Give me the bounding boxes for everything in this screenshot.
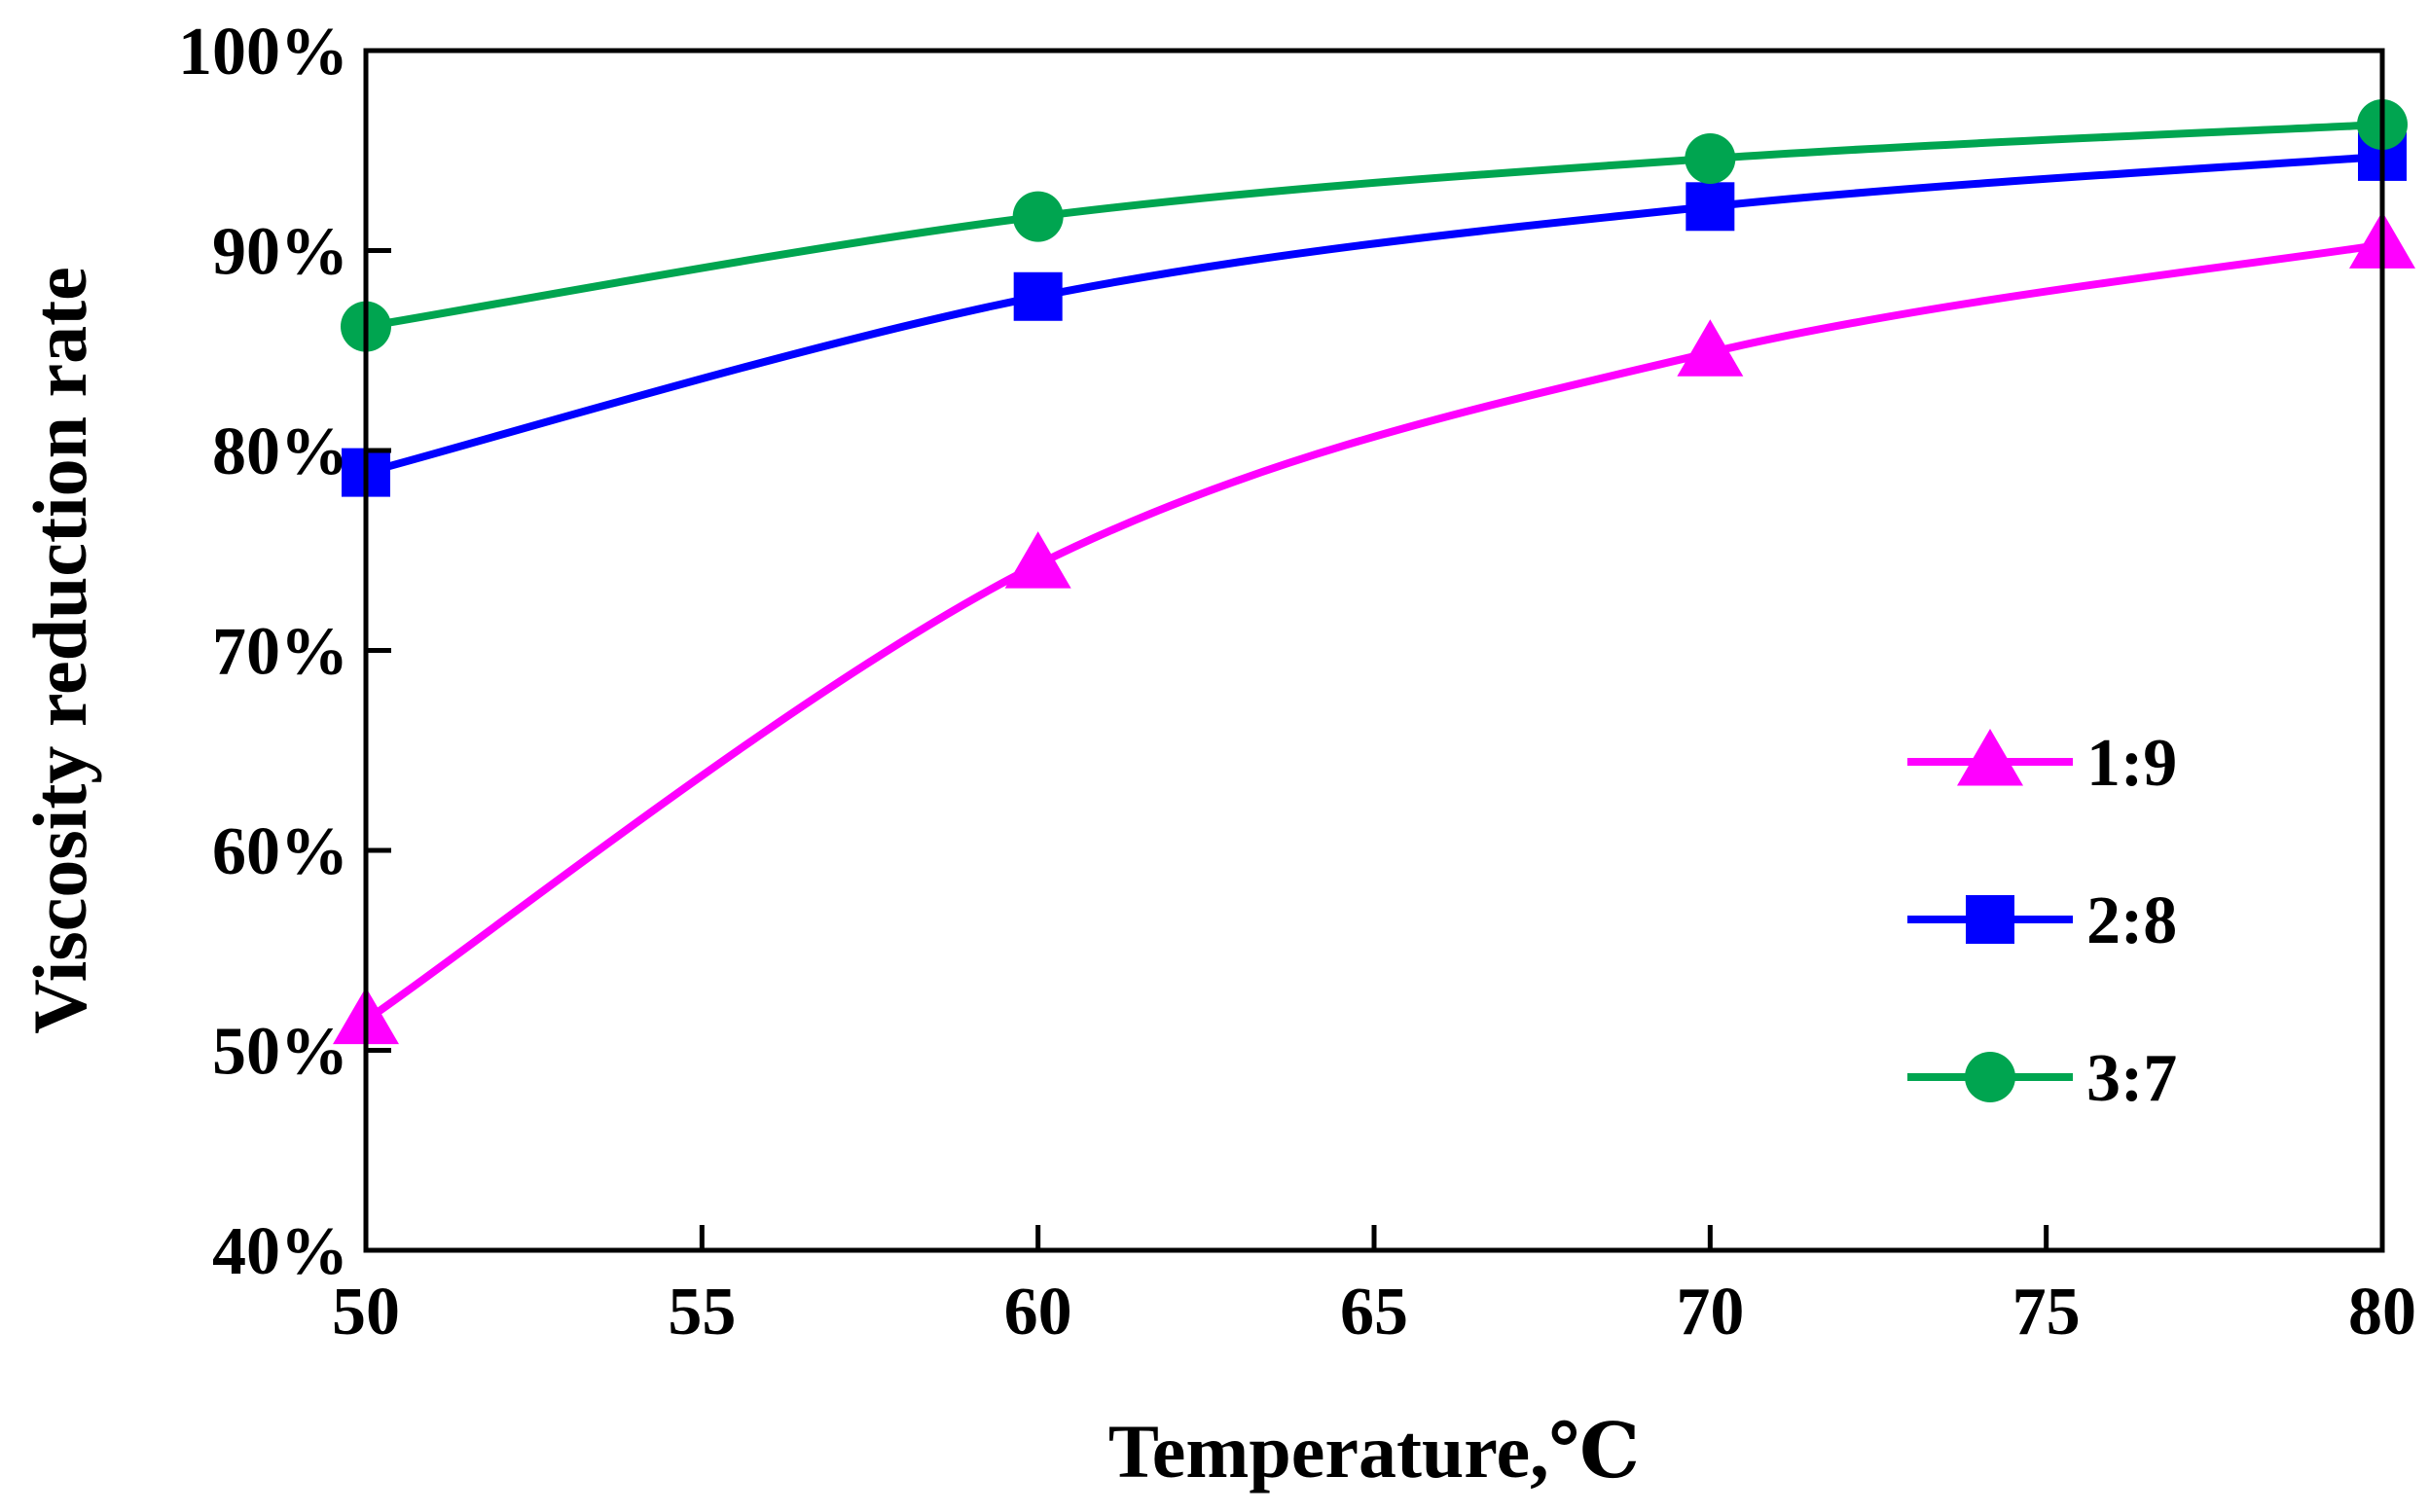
y-tick-label: 90% [212, 215, 348, 290]
data-point [1004, 531, 1071, 589]
series-2-8 [342, 131, 2407, 497]
data-point [1677, 319, 1744, 377]
series-line [364, 152, 2383, 477]
series-line [365, 121, 2383, 331]
legend-marker [1965, 1052, 2015, 1102]
legend-label: 2:8 [2086, 883, 2177, 958]
legend-label: 3:7 [2086, 1041, 2177, 1116]
legend-marker [1966, 895, 2014, 944]
plot-frame [363, 48, 2385, 1253]
series-line [363, 240, 2383, 1024]
x-tick-label: 80 [2348, 1275, 2416, 1350]
x-tick-label: 75 [2012, 1275, 2081, 1350]
x-tick-label: 50 [332, 1275, 400, 1350]
y-tick-label: 60% [212, 814, 348, 889]
y-tick-label: 40% [212, 1214, 348, 1289]
x-tick-label: 70 [1676, 1275, 1744, 1350]
data-point [1685, 132, 1736, 184]
series-3-7 [341, 99, 2408, 352]
y-tick-label: 100% [178, 15, 348, 90]
legend-marker [1957, 729, 2023, 786]
legend-entry: 2:8 [1907, 883, 2177, 958]
x-axis-title: Temperature,℃ [1108, 1409, 1640, 1494]
y-tick-label: 70% [212, 615, 348, 690]
y-tick-label: 80% [212, 414, 348, 489]
legend-label: 1:9 [2086, 726, 2177, 801]
ticks-layer: 40% 50% 60% 70% 80% 90% 100% 50 55 60 65 70 75 80 [178, 15, 2416, 1350]
y-axis-title: Viscosity reduction rate [18, 267, 102, 1034]
x-tick-label: 55 [668, 1275, 736, 1350]
data-point [1686, 182, 1735, 232]
data-point [1013, 271, 1063, 321]
legend-entry: 1:9 [1907, 726, 2177, 801]
y-tick-label: 50% [212, 1015, 348, 1090]
legend: 1:9 2:8 3:7 [1907, 726, 2177, 1116]
x-tick-label: 60 [1004, 1275, 1072, 1350]
x-tick-label: 65 [1340, 1275, 1408, 1350]
data-point [1012, 191, 1064, 242]
series-layer [333, 99, 2415, 1045]
legend-entry: 3:7 [1907, 1041, 2177, 1116]
